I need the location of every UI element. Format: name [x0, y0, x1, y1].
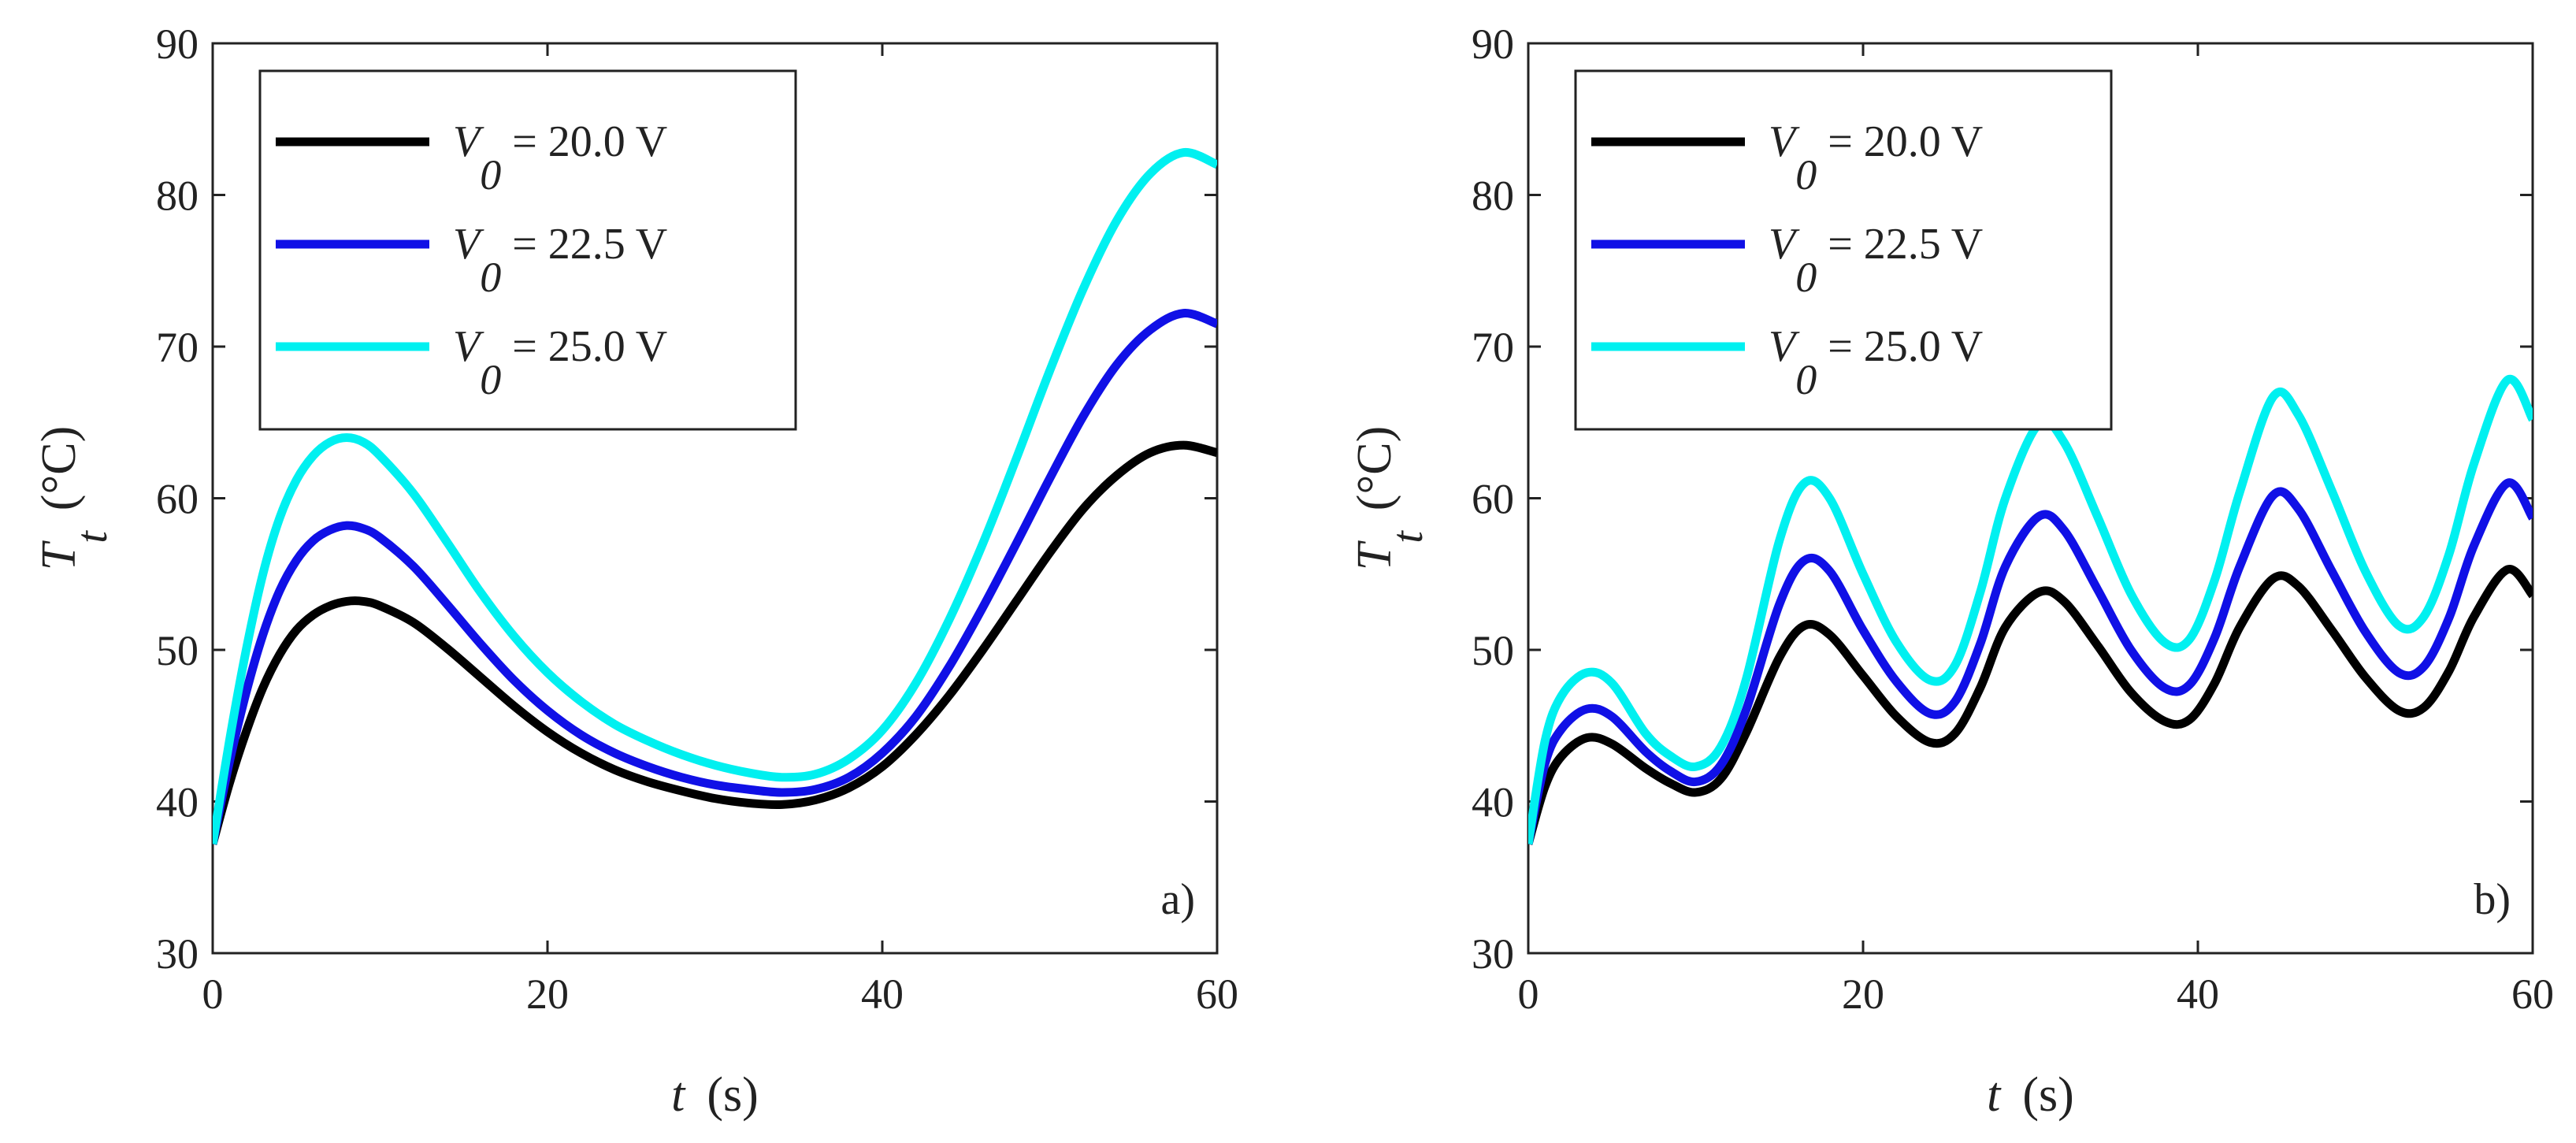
legend-value: = 22.5 V — [1828, 220, 1983, 269]
x-axis-label: t (s) — [671, 1068, 759, 1122]
legend-value: = 20.0 V — [1828, 117, 1983, 166]
series-line-2 — [213, 148, 1217, 845]
legend-subscript: 0 — [480, 356, 501, 403]
legend-box — [258, 69, 797, 431]
legend-label-1: V0= 22.5 V — [453, 220, 667, 301]
legend-subscript: 0 — [1795, 356, 1817, 403]
x-axis-unit: (s) — [707, 1068, 758, 1122]
x-axis-symbol: t — [1987, 1068, 2002, 1122]
legend-label-0: V0= 20.0 V — [453, 117, 667, 199]
legend: V0= 20.0 VV0= 22.5 VV0= 25.0 V — [1574, 69, 2113, 431]
y-tick-label: 40 — [1472, 779, 1514, 826]
y-tick-label: 90 — [1472, 20, 1514, 68]
legend-symbol: V — [1769, 117, 1800, 166]
legend-symbol: V — [453, 322, 484, 371]
series-line-2 — [1528, 374, 2533, 845]
legend-symbol: V — [453, 220, 484, 269]
legend-label-2: V0= 25.0 V — [453, 322, 667, 403]
y-axis-label: Tt (°C) — [1348, 426, 1432, 571]
y-tick-label: 40 — [156, 779, 199, 826]
legend: V0= 20.0 VV0= 22.5 VV0= 25.0 V — [258, 69, 797, 431]
y-axis-symbol: T — [1348, 540, 1401, 570]
x-tick-label: 60 — [2511, 970, 2554, 1018]
series-line-0 — [1528, 565, 2533, 845]
x-axis-unit: (s) — [2022, 1068, 2073, 1122]
y-tick-label: 60 — [1472, 476, 1514, 523]
x-tick-label: 0 — [202, 970, 224, 1018]
x-tick-label: 40 — [2177, 970, 2219, 1018]
y-tick-label: 80 — [1472, 173, 1514, 220]
y-tick-label: 50 — [1472, 627, 1514, 674]
x-tick-label: 20 — [1842, 970, 1884, 1018]
y-axis-unit: (°C) — [1348, 426, 1401, 510]
y-tick-label: 70 — [156, 324, 199, 371]
y-tick-label: 80 — [156, 173, 199, 220]
legend-value: = 25.0 V — [1828, 322, 1983, 371]
x-axis-symbol: t — [671, 1068, 686, 1122]
y-tick-label: 90 — [156, 20, 199, 68]
legend-value: = 22.5 V — [512, 220, 667, 269]
series-line-1 — [213, 309, 1217, 845]
legend-subscript: 0 — [1795, 254, 1817, 301]
legend-symbol: V — [453, 117, 484, 166]
y-axis-unit: (°C) — [32, 426, 86, 510]
x-tick-label: 40 — [861, 970, 904, 1018]
y-axis-label: Tt (°C) — [32, 426, 117, 571]
panel-label: b) — [2474, 875, 2511, 924]
legend-label-2: V0= 25.0 V — [1769, 322, 1983, 403]
x-tick-label: 20 — [526, 970, 569, 1018]
x-axis-label: t (s) — [1987, 1068, 2074, 1122]
y-tick-label: 60 — [156, 476, 199, 523]
y-axis-subscript: t — [68, 530, 117, 544]
y-axis-subscript: t — [1383, 530, 1432, 544]
series-line-1 — [1528, 478, 2533, 845]
x-tick-label: 0 — [1518, 970, 1539, 1018]
legend-subscript: 0 — [480, 151, 501, 199]
y-axis-symbol: T — [32, 540, 86, 570]
y-tick-label: 30 — [156, 930, 199, 978]
legend-label-1: V0= 22.5 V — [1769, 220, 1983, 301]
legend-symbol: V — [1769, 322, 1800, 371]
legend-subscript: 0 — [480, 254, 501, 301]
series-line-0 — [213, 440, 1217, 845]
legend-subscript: 0 — [1795, 151, 1817, 199]
legend-value: = 20.0 V — [512, 117, 667, 166]
legend-value: = 25.0 V — [512, 322, 667, 371]
legend-symbol: V — [1769, 220, 1800, 269]
legend-box — [1574, 69, 2113, 431]
y-tick-label: 50 — [156, 627, 199, 674]
x-tick-label: 60 — [1196, 970, 1238, 1018]
panel-label: a) — [1160, 875, 1195, 924]
y-tick-label: 30 — [1472, 930, 1514, 978]
legend-label-0: V0= 20.0 V — [1769, 117, 1983, 199]
y-tick-label: 70 — [1472, 324, 1514, 371]
